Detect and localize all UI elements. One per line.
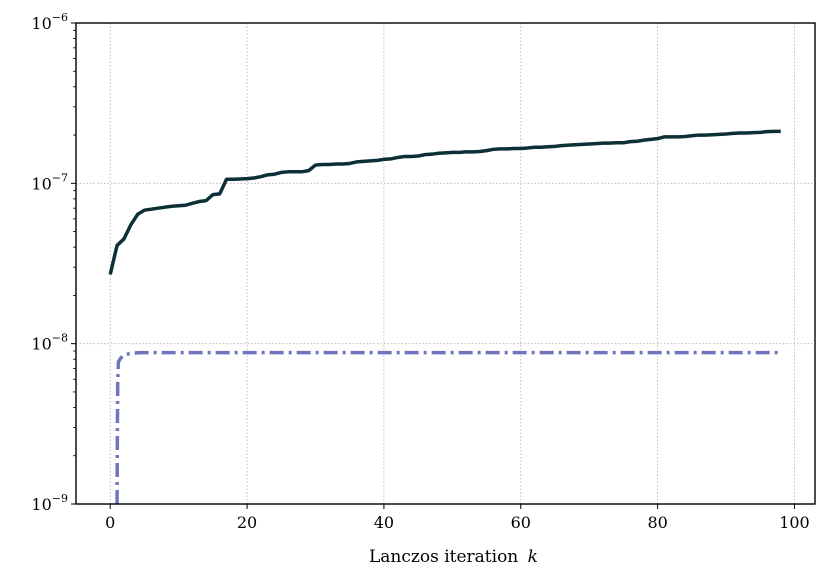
x-tick-label: 100: [779, 513, 810, 532]
ticks: [71, 22, 795, 509]
series-line-1: [108, 129, 781, 275]
series-group: [108, 129, 781, 504]
x-axis-label-text: Lanczos iteration: [369, 547, 518, 567]
tick-labels: 0 20 40 60 80 100 10−9 10−8 10−7 10−6: [31, 11, 809, 532]
x-tick-label: 40: [374, 513, 394, 532]
x-tick-label: 20: [237, 513, 257, 532]
series-line-2: [115, 350, 781, 504]
x-tick-label: 0: [105, 513, 115, 532]
y-tick-label: 10−6: [31, 11, 68, 33]
x-axis-label: Lanczos iteration k: [369, 547, 538, 567]
y-tick-label: 10−7: [31, 171, 68, 193]
x-tick-label: 60: [511, 513, 531, 532]
x-tick-label: 80: [647, 513, 667, 532]
y-tick-label: 10−8: [31, 332, 68, 354]
x-axis-label-var: k: [528, 547, 538, 567]
y-tick-label: 10−9: [31, 492, 68, 514]
plot-frame: [75, 22, 816, 505]
